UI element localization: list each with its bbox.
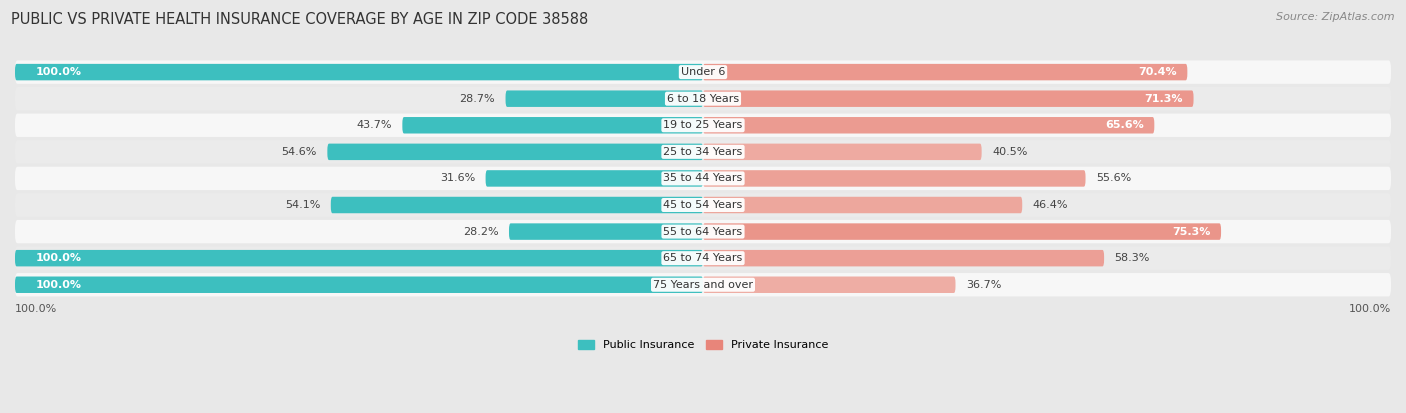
FancyBboxPatch shape <box>15 273 1391 297</box>
Text: 65 to 74 Years: 65 to 74 Years <box>664 253 742 263</box>
FancyBboxPatch shape <box>703 223 1220 240</box>
FancyBboxPatch shape <box>15 87 1391 110</box>
FancyBboxPatch shape <box>15 167 1391 190</box>
Text: 75.3%: 75.3% <box>1173 227 1211 237</box>
Text: 54.6%: 54.6% <box>281 147 316 157</box>
Text: 43.7%: 43.7% <box>357 120 392 130</box>
Text: 31.6%: 31.6% <box>440 173 475 183</box>
Text: PUBLIC VS PRIVATE HEALTH INSURANCE COVERAGE BY AGE IN ZIP CODE 38588: PUBLIC VS PRIVATE HEALTH INSURANCE COVER… <box>11 12 589 27</box>
FancyBboxPatch shape <box>703 277 956 293</box>
FancyBboxPatch shape <box>703 250 1104 266</box>
FancyBboxPatch shape <box>15 140 1391 164</box>
Text: 35 to 44 Years: 35 to 44 Years <box>664 173 742 183</box>
Text: 54.1%: 54.1% <box>285 200 321 210</box>
FancyBboxPatch shape <box>15 193 1391 217</box>
Text: 28.2%: 28.2% <box>463 227 499 237</box>
Text: 25 to 34 Years: 25 to 34 Years <box>664 147 742 157</box>
FancyBboxPatch shape <box>402 117 703 133</box>
FancyBboxPatch shape <box>15 250 703 266</box>
FancyBboxPatch shape <box>703 144 981 160</box>
Text: 6 to 18 Years: 6 to 18 Years <box>666 94 740 104</box>
FancyBboxPatch shape <box>509 223 703 240</box>
Text: Source: ZipAtlas.com: Source: ZipAtlas.com <box>1277 12 1395 22</box>
FancyBboxPatch shape <box>703 197 1022 213</box>
Legend: Public Insurance, Private Insurance: Public Insurance, Private Insurance <box>574 335 832 355</box>
Text: 100.0%: 100.0% <box>35 67 82 77</box>
FancyBboxPatch shape <box>15 247 1391 270</box>
Text: 100.0%: 100.0% <box>35 280 82 290</box>
FancyBboxPatch shape <box>703 170 1085 187</box>
Text: 100.0%: 100.0% <box>1348 304 1391 314</box>
FancyBboxPatch shape <box>506 90 703 107</box>
Text: 40.5%: 40.5% <box>993 147 1028 157</box>
FancyBboxPatch shape <box>330 197 703 213</box>
Text: 45 to 54 Years: 45 to 54 Years <box>664 200 742 210</box>
FancyBboxPatch shape <box>703 90 1194 107</box>
Text: 70.4%: 70.4% <box>1139 67 1177 77</box>
Text: 19 to 25 Years: 19 to 25 Years <box>664 120 742 130</box>
Text: 28.7%: 28.7% <box>460 94 495 104</box>
FancyBboxPatch shape <box>328 144 703 160</box>
Text: 58.3%: 58.3% <box>1115 253 1150 263</box>
FancyBboxPatch shape <box>15 277 703 293</box>
FancyBboxPatch shape <box>15 60 1391 84</box>
Text: 55 to 64 Years: 55 to 64 Years <box>664 227 742 237</box>
FancyBboxPatch shape <box>15 114 1391 137</box>
FancyBboxPatch shape <box>703 117 1154 133</box>
FancyBboxPatch shape <box>485 170 703 187</box>
Text: 100.0%: 100.0% <box>15 304 58 314</box>
Text: 65.6%: 65.6% <box>1105 120 1144 130</box>
Text: 55.6%: 55.6% <box>1095 173 1130 183</box>
Text: 46.4%: 46.4% <box>1032 200 1069 210</box>
Text: 36.7%: 36.7% <box>966 280 1001 290</box>
FancyBboxPatch shape <box>15 64 703 81</box>
FancyBboxPatch shape <box>703 64 1187 81</box>
Text: 71.3%: 71.3% <box>1144 94 1184 104</box>
FancyBboxPatch shape <box>15 220 1391 243</box>
Text: 100.0%: 100.0% <box>35 253 82 263</box>
Text: Under 6: Under 6 <box>681 67 725 77</box>
Text: 75 Years and over: 75 Years and over <box>652 280 754 290</box>
